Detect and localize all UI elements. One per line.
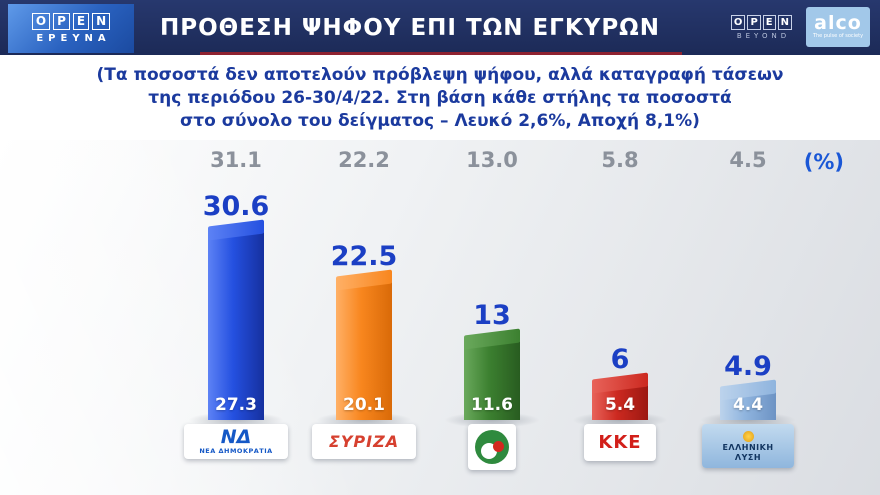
syriza-logo: ΣΥΡΙΖΑ bbox=[312, 424, 416, 459]
party-logo-cell: ΕΛΛΗΝΙΚΗ ΛΥΣΗ bbox=[684, 424, 812, 470]
party-logo-cell bbox=[428, 424, 556, 470]
bar-inner-value: 5.4 bbox=[604, 395, 636, 415]
bar-main-value: 13 bbox=[473, 300, 511, 331]
bar-column-syriza: 22.5 20.1 bbox=[300, 180, 428, 428]
gray-value-elysi: 4.5 bbox=[729, 148, 767, 172]
bar-top-face bbox=[208, 219, 264, 241]
open-logo-letters: O P E N bbox=[31, 13, 111, 30]
bar-main-value: 22.5 bbox=[330, 241, 398, 272]
bars-zone: 30.6 27.3 22.5 20.1 13 11.6 bbox=[172, 180, 812, 428]
gray-values-row: 31.1 22.2 13.0 5.8 4.5 (%) bbox=[172, 140, 880, 174]
sun-emblem-icon bbox=[742, 430, 754, 442]
open-letter: E bbox=[762, 14, 776, 30]
open-letter: N bbox=[92, 13, 111, 30]
party-logo-cell: ΚΚΕ bbox=[556, 424, 684, 470]
open-beyond-logo: O P E N BEYOND bbox=[730, 14, 792, 40]
bar-inner-value: 20.1 bbox=[343, 395, 385, 415]
bar-inner-value: 11.6 bbox=[471, 395, 513, 415]
disclaimer: (Τα ποσοστά δεν αποτελούν πρόβλεψη ψήφου… bbox=[0, 55, 880, 140]
disclaimer-line: (Τα ποσοστά δεν αποτελούν πρόβλεψη ψήφου… bbox=[96, 65, 784, 85]
bar-column-elliniki-lysi: 4.9 4.4 bbox=[684, 180, 812, 428]
nd-party-name: ΝΕΑ ΔΗΜΟΚΡΑΤΙΑ bbox=[199, 447, 273, 455]
open-letter: E bbox=[72, 13, 90, 30]
syriza-wordmark: ΣΥΡΙΖΑ bbox=[328, 432, 400, 451]
title-underline bbox=[200, 52, 682, 55]
open-beyond-letters: O P E N bbox=[730, 14, 792, 30]
party-logo-cell: ΝΔ ΝΕΑ ΔΗΜΟΚΡΑΤΙΑ bbox=[172, 424, 300, 470]
bar-top-face bbox=[592, 372, 648, 394]
gray-value-syriza: 22.2 bbox=[338, 148, 390, 172]
bar-syriza: 20.1 bbox=[336, 269, 392, 420]
bar-kke: 5.4 bbox=[592, 372, 648, 420]
green-circle-icon bbox=[475, 430, 509, 464]
percent-unit-label: (%) bbox=[803, 150, 844, 174]
bar-inner-value: 4.4 bbox=[732, 395, 764, 415]
bar-top-face bbox=[464, 328, 520, 350]
disclaimer-line: στο σύνολο του δείγματος – Λευκό 2,6%, Α… bbox=[180, 111, 700, 131]
open-letter: N bbox=[777, 14, 792, 30]
ereyna-label: ΕΡΕΥΝΑ bbox=[36, 33, 111, 44]
elliniki-lysi-name-line1: ΕΛΛΗΝΙΚΗ bbox=[722, 442, 774, 452]
bar-nea-dimokratia: 27.3 bbox=[208, 219, 264, 420]
kke-logo: ΚΚΕ bbox=[584, 424, 656, 461]
open-letter: P bbox=[53, 13, 70, 30]
chart-area: 31.1 22.2 13.0 5.8 4.5 (%) 30.6 27.3 22.… bbox=[0, 140, 880, 495]
bar-top-face bbox=[336, 269, 392, 291]
open-ereyna-logo: O P E N ΕΡΕΥΝΑ bbox=[8, 4, 134, 53]
open-letter: P bbox=[747, 14, 761, 30]
open-letter: O bbox=[730, 14, 746, 30]
bar-column-kke: 6 5.4 bbox=[556, 180, 684, 428]
party-logos-row: ΝΔ ΝΕΑ ΔΗΜΟΚΡΑΤΙΑ ΣΥΡΙΖΑ ΚΚΕ bbox=[172, 424, 812, 470]
gray-value-kke: 5.8 bbox=[601, 148, 639, 172]
beyond-label: BEYOND bbox=[736, 31, 791, 40]
nea-dimokratia-logo: ΝΔ ΝΕΑ ΔΗΜΟΚΡΑΤΙΑ bbox=[184, 424, 288, 459]
nd-monogram: ΝΔ bbox=[220, 426, 252, 448]
header-bar: O P E N ΕΡΕΥΝΑ ΠΡΟΘΕΣΗ ΨΗΦΟΥ ΕΠΙ ΤΩΝ ΕΓΚ… bbox=[0, 0, 880, 55]
bar-inner-value: 27.3 bbox=[215, 395, 257, 415]
bar-column-nea-dimokratia: 30.6 27.3 bbox=[172, 180, 300, 428]
disclaimer-line: της περιόδου 26-30/4/22. Στη βάση κάθε σ… bbox=[148, 88, 732, 108]
bar-main-value: 6 bbox=[610, 344, 630, 375]
page-title: ΠΡΟΘΕΣΗ ΨΗΦΟΥ ΕΠΙ ΤΩΝ ΕΓΚΥΡΩΝ bbox=[160, 14, 660, 41]
elliniki-lysi-logo: ΕΛΛΗΝΙΚΗ ΛΥΣΗ bbox=[702, 424, 794, 468]
header-right-logos: O P E N BEYOND alco The pulse of society bbox=[730, 7, 870, 47]
elliniki-lysi-name-line2: ΛΥΣΗ bbox=[734, 452, 762, 462]
bar-main-value: 4.9 bbox=[724, 351, 772, 382]
party-logo-cell: ΣΥΡΙΖΑ bbox=[300, 424, 428, 470]
alco-wordmark: alco bbox=[814, 12, 862, 34]
bar-elliniki-lysi: 4.4 bbox=[720, 379, 776, 420]
kke-wordmark: ΚΚΕ bbox=[598, 432, 642, 453]
gray-value-nd: 31.1 bbox=[210, 148, 262, 172]
open-letter: O bbox=[31, 13, 51, 30]
gray-value-pasok: 13.0 bbox=[466, 148, 518, 172]
bar-main-value: 30.6 bbox=[202, 191, 270, 222]
pasok-kinal-logo bbox=[468, 424, 516, 470]
alco-logo: alco The pulse of society bbox=[806, 7, 870, 47]
bar-column-pasok-kinal: 13 11.6 bbox=[428, 180, 556, 428]
bar-pasok-kinal: 11.6 bbox=[464, 328, 520, 420]
alco-tagline: The pulse of society bbox=[812, 33, 864, 39]
